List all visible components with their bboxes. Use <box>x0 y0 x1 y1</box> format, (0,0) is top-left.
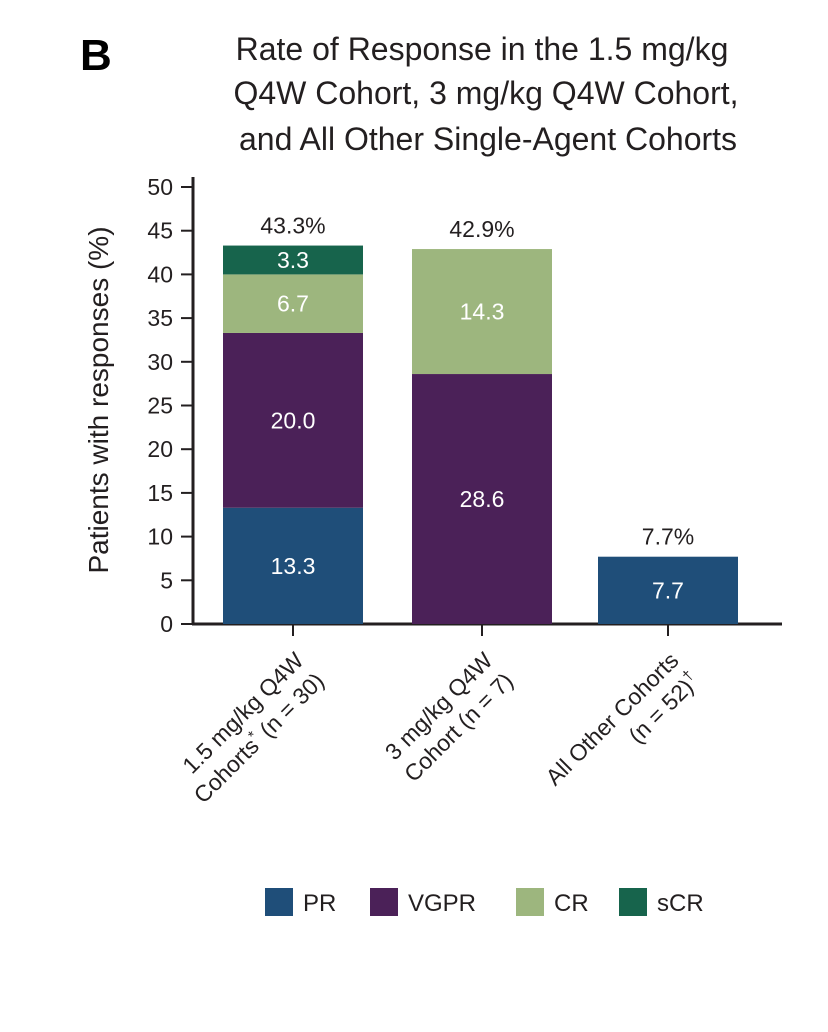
bar-segment-cr <box>412 249 552 375</box>
legend-swatch-pr <box>265 888 293 916</box>
legend-swatch-vgpr <box>370 888 398 916</box>
segment-value-label: 28.6 <box>460 486 505 512</box>
legend-label-pr: PR <box>303 890 336 917</box>
segment-value-label: 14.3 <box>460 299 505 325</box>
bar-segment-scr <box>223 245 363 275</box>
legend-label-cr: CR <box>554 890 589 917</box>
title-line-1: Rate of Response in the 1.5 mg/kg <box>236 31 729 67</box>
segment-value-label: 20.0 <box>271 407 316 433</box>
legend-label-scr: sCR <box>657 890 704 917</box>
y-tick-label: 0 <box>160 611 173 637</box>
y-tick-label: 50 <box>147 174 173 200</box>
y-tick-label: 35 <box>147 305 173 331</box>
y-axis-label: Patients with responses (%) <box>83 226 114 573</box>
y-tick-label: 10 <box>147 524 173 550</box>
y-tick-label: 30 <box>147 349 173 375</box>
legend: PR VGPR CR sCR <box>265 888 704 917</box>
title-line-3: and All Other Single-Agent Cohorts <box>239 121 737 157</box>
panel-letter: B <box>80 31 112 80</box>
bar-total-label: 7.7% <box>642 524 694 550</box>
title-line-2: Q4W Cohort, 3 mg/kg Q4W Cohort, <box>233 75 738 111</box>
segment-value-label: 6.7 <box>277 291 309 317</box>
y-tick-label: 45 <box>147 218 173 244</box>
segment-value-label: 7.7 <box>652 577 684 603</box>
bar-segment-cr <box>223 274 363 333</box>
y-tick-label: 40 <box>147 261 173 287</box>
legend-label-vgpr: VGPR <box>408 890 476 917</box>
legend-swatch-cr <box>516 888 544 916</box>
segment-value-label: 13.3 <box>271 553 316 579</box>
chart-title: Rate of Response in the 1.5 mg/kg Q4W Co… <box>233 31 738 157</box>
bar-segment-vgpr <box>223 332 363 508</box>
x-tick-label: All Other Cohorts(n = 52)† <box>540 647 698 790</box>
legend-swatch-scr <box>619 888 647 916</box>
bar-segment-pr <box>223 507 363 624</box>
y-tick-label: 15 <box>147 480 173 506</box>
bar-total-label: 43.3% <box>260 213 325 239</box>
bar-segment-pr <box>598 556 738 624</box>
bar-segment-vgpr <box>412 374 552 624</box>
bar-total-label: 42.9% <box>449 216 514 242</box>
y-tick-label: 5 <box>160 567 173 593</box>
y-tick-label: 25 <box>147 393 173 419</box>
segment-value-label: 3.3 <box>277 247 309 273</box>
y-tick-label: 20 <box>147 436 173 462</box>
bars: 13.3 20.0 6.7 3.3 43.3% 28.6 14.3 42.9% 7.7 7.7% <box>223 213 738 624</box>
